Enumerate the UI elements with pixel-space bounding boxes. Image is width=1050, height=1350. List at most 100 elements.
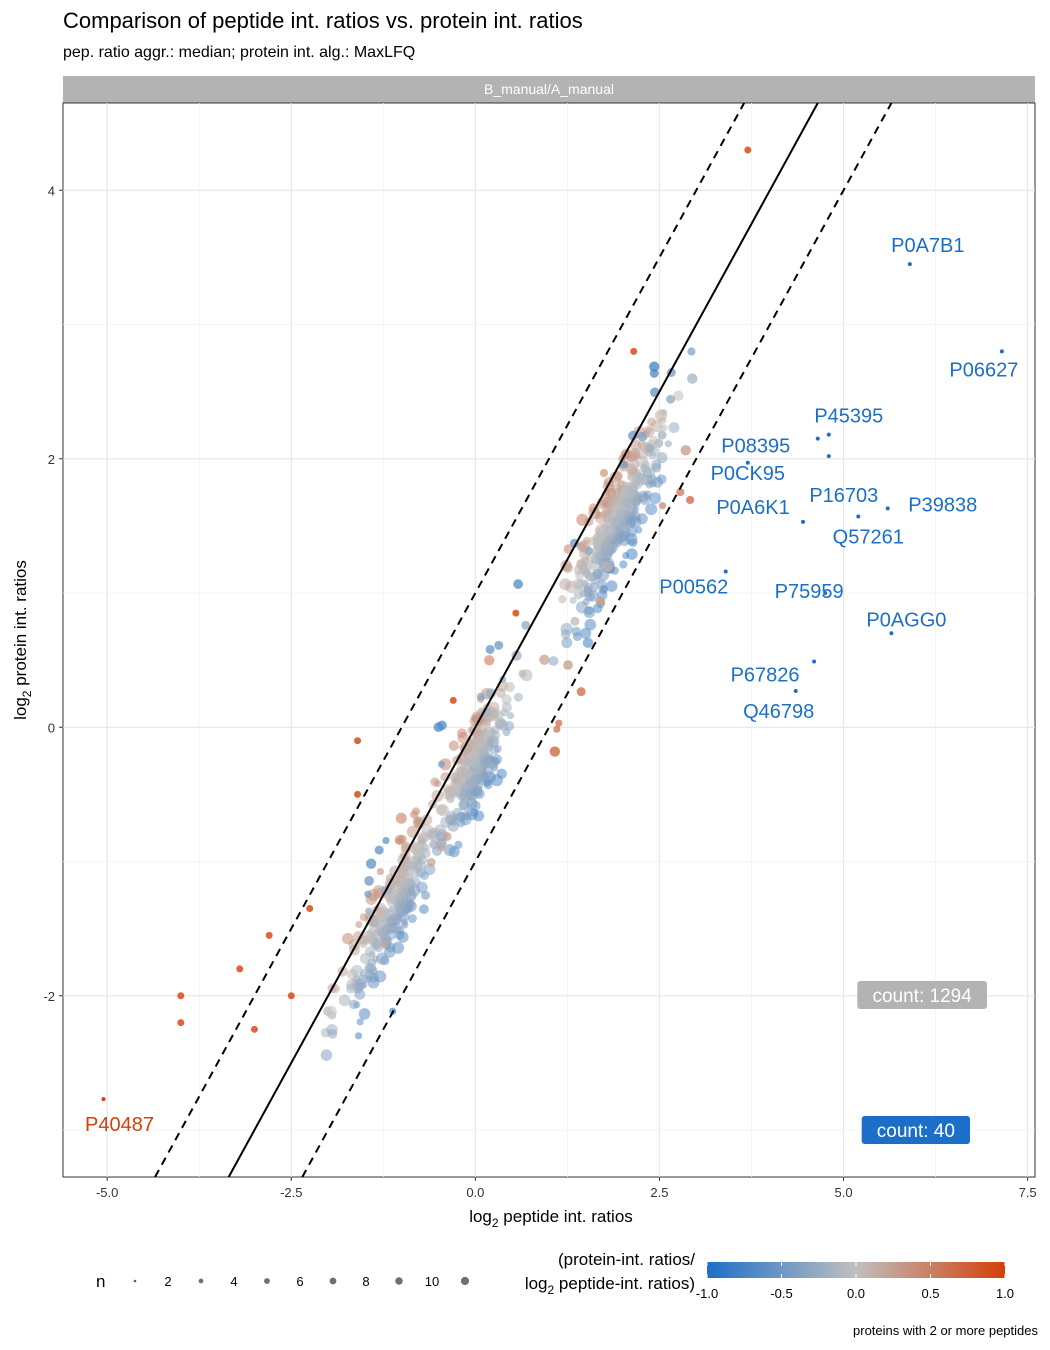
data-point (611, 518, 621, 528)
data-point (605, 580, 618, 592)
data-point (430, 777, 440, 787)
protein-label-p0ck95: P0CK95 (711, 463, 786, 485)
data-point (656, 452, 668, 464)
data-point (485, 644, 495, 654)
protein-label-p39838: P39838 (908, 494, 977, 516)
data-point (324, 1005, 337, 1018)
data-point (379, 929, 388, 938)
protein-label-p16703: P16703 (809, 485, 878, 507)
data-point (476, 725, 487, 736)
data-point (687, 347, 696, 356)
data-point (659, 502, 667, 510)
data-point (306, 905, 314, 912)
data-point (419, 904, 429, 915)
data-point (412, 818, 423, 828)
data-point (473, 810, 485, 822)
y-axis-title: log2 protein int. ratios (11, 560, 34, 720)
data-point (680, 445, 691, 456)
labeled-point (815, 436, 820, 441)
data-point (602, 561, 613, 572)
plot-panel: P0A7B1 P06627 P45395 P08395 P16703 P0CK95 P398… (62, 102, 1036, 1178)
data-point (354, 1032, 363, 1040)
x-tick-label: 5.0 (835, 1185, 853, 1200)
data-point (512, 609, 520, 617)
data-point (563, 660, 573, 670)
count-box-label: count: 40 (877, 1121, 955, 1142)
data-point (645, 443, 655, 453)
data-point (395, 812, 407, 824)
x-tick-label: -2.5 (280, 1185, 302, 1200)
data-point (603, 524, 616, 538)
data-point (606, 506, 614, 514)
color-tick-label: 0.0 (847, 1286, 865, 1301)
data-point (584, 618, 597, 631)
labeled-point (823, 591, 828, 596)
data-point (488, 727, 496, 735)
protein-label-p67826: P67826 (731, 664, 800, 686)
protein-label-p75959: P75959 (775, 581, 844, 603)
data-point (619, 560, 628, 569)
size-key-label: 2 (164, 1274, 171, 1289)
data-point (596, 579, 607, 590)
data-point (553, 725, 561, 733)
data-point (549, 746, 561, 757)
data-point (365, 858, 377, 869)
data-point (397, 931, 409, 943)
data-point (493, 744, 502, 753)
data-point (559, 578, 572, 591)
data-point (494, 719, 505, 730)
size-key-dot (198, 1278, 204, 1284)
reference-lines (154, 102, 893, 1178)
labeled-point (907, 262, 912, 267)
data-point (361, 930, 374, 943)
x-axis-ticks: -5.0 -2.5 0.0 2.5 5.0 7.5 (96, 1177, 1037, 1200)
data-point (630, 439, 642, 451)
size-key-label: 8 (362, 1274, 369, 1289)
protein-labels: P0A7B1 P06627 P45395 P08395 P16703 P0CK95 P398… (85, 235, 1018, 1136)
data-point (421, 890, 431, 900)
data-point (504, 681, 516, 693)
color-tick-label: 1.0 (996, 1286, 1014, 1301)
data-point (582, 568, 592, 578)
data-point (580, 627, 592, 639)
data-point (560, 622, 573, 635)
data-point (457, 728, 467, 739)
data-point (595, 596, 606, 607)
data-point (628, 430, 638, 441)
data-point (635, 526, 643, 534)
size-key-dot (460, 1276, 470, 1286)
facet-strip-bg (63, 76, 1035, 103)
data-point (459, 799, 471, 812)
chart-subtitle: pep. ratio aggr.: median; protein int. a… (63, 44, 415, 61)
count-box-bg (857, 981, 987, 1009)
size-key-dot (133, 1279, 137, 1283)
x-tick-label: 2.5 (650, 1185, 668, 1200)
y-tick-label: -2 (43, 989, 55, 1004)
data-point (428, 839, 438, 848)
protein-label-p0a6k1: P0A6K1 (716, 497, 789, 519)
data-point (649, 492, 661, 504)
protein-label-p45395: P45395 (814, 406, 883, 428)
x-tick-label: 0.0 (466, 1185, 484, 1200)
data-point (622, 498, 633, 509)
labeled-point (812, 659, 817, 664)
data-point (371, 937, 384, 950)
data-point (666, 394, 676, 404)
data-point (646, 474, 658, 485)
grid-layer (63, 103, 1035, 1177)
data-point (613, 499, 623, 509)
data-point (571, 626, 582, 637)
data-point (664, 440, 672, 448)
data-point (358, 1008, 371, 1020)
data-point (506, 712, 515, 720)
color-legend-ticks: -1.0 -0.5 0.0 0.5 1.0 (696, 1262, 1014, 1301)
data-point (382, 836, 390, 845)
data-point (437, 843, 446, 852)
protein-label-p06627: P06627 (949, 359, 1018, 381)
data-point (437, 720, 447, 731)
count-box-bg (861, 1116, 970, 1144)
size-key-label: 10 (425, 1274, 439, 1289)
data-point (622, 509, 630, 518)
labeled-point (885, 506, 890, 511)
data-point (654, 438, 664, 448)
